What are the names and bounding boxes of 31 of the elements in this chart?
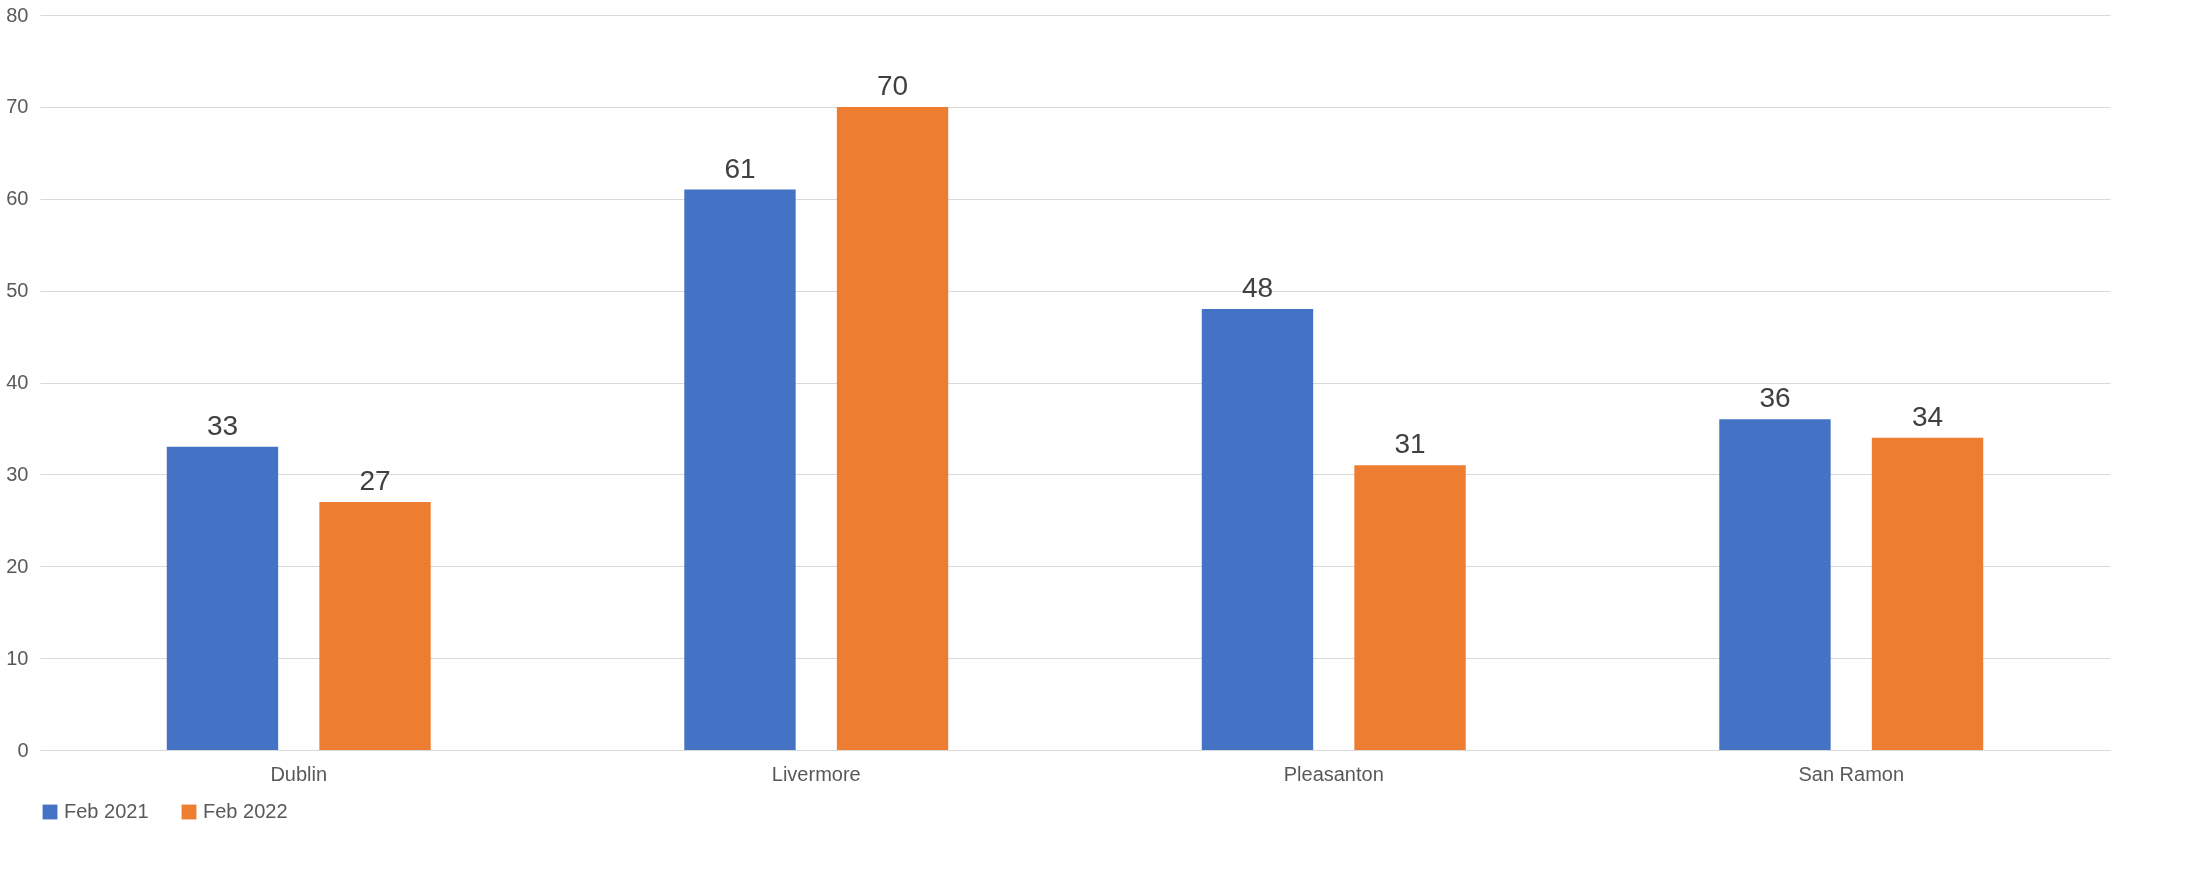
data-label: 31 — [1394, 428, 1426, 460]
data-label: 33 — [206, 409, 239, 441]
data-label: 36 — [1759, 382, 1791, 414]
y-tick-label: 20 — [6, 554, 29, 577]
x-tick-label: Livermore — [771, 762, 861, 785]
bar — [1719, 419, 1831, 750]
bar — [319, 501, 431, 750]
y-tick-label: 70 — [6, 95, 29, 118]
legend-label: Feb 2021 — [64, 800, 149, 822]
y-tick-label: 40 — [6, 371, 29, 393]
bar — [1354, 465, 1466, 750]
bar — [1871, 437, 1984, 750]
bar — [836, 106, 949, 750]
data-label: 61 — [724, 152, 756, 184]
y-tick-label: 0 — [17, 738, 29, 761]
data-label: 27 — [359, 464, 391, 496]
y-tick-label: 30 — [6, 462, 29, 485]
y-tick-label: 10 — [6, 646, 29, 669]
legend-label: Feb 2022 — [203, 800, 288, 822]
y-tick-label: 60 — [6, 187, 29, 210]
x-tick-label: Pleasanton — [1283, 762, 1384, 785]
bar — [1201, 309, 1314, 750]
x-tick-label: San Ramon — [1798, 762, 1905, 785]
data-label: 34 — [1911, 400, 1944, 432]
x-tick-label: Dublin — [270, 762, 328, 785]
y-tick-label: 80 — [6, 3, 29, 26]
data-label: 70 — [876, 69, 909, 101]
y-tick-label: 50 — [6, 279, 29, 302]
data-label: 48 — [1241, 272, 1274, 303]
bar — [166, 446, 279, 750]
bar — [684, 189, 796, 750]
